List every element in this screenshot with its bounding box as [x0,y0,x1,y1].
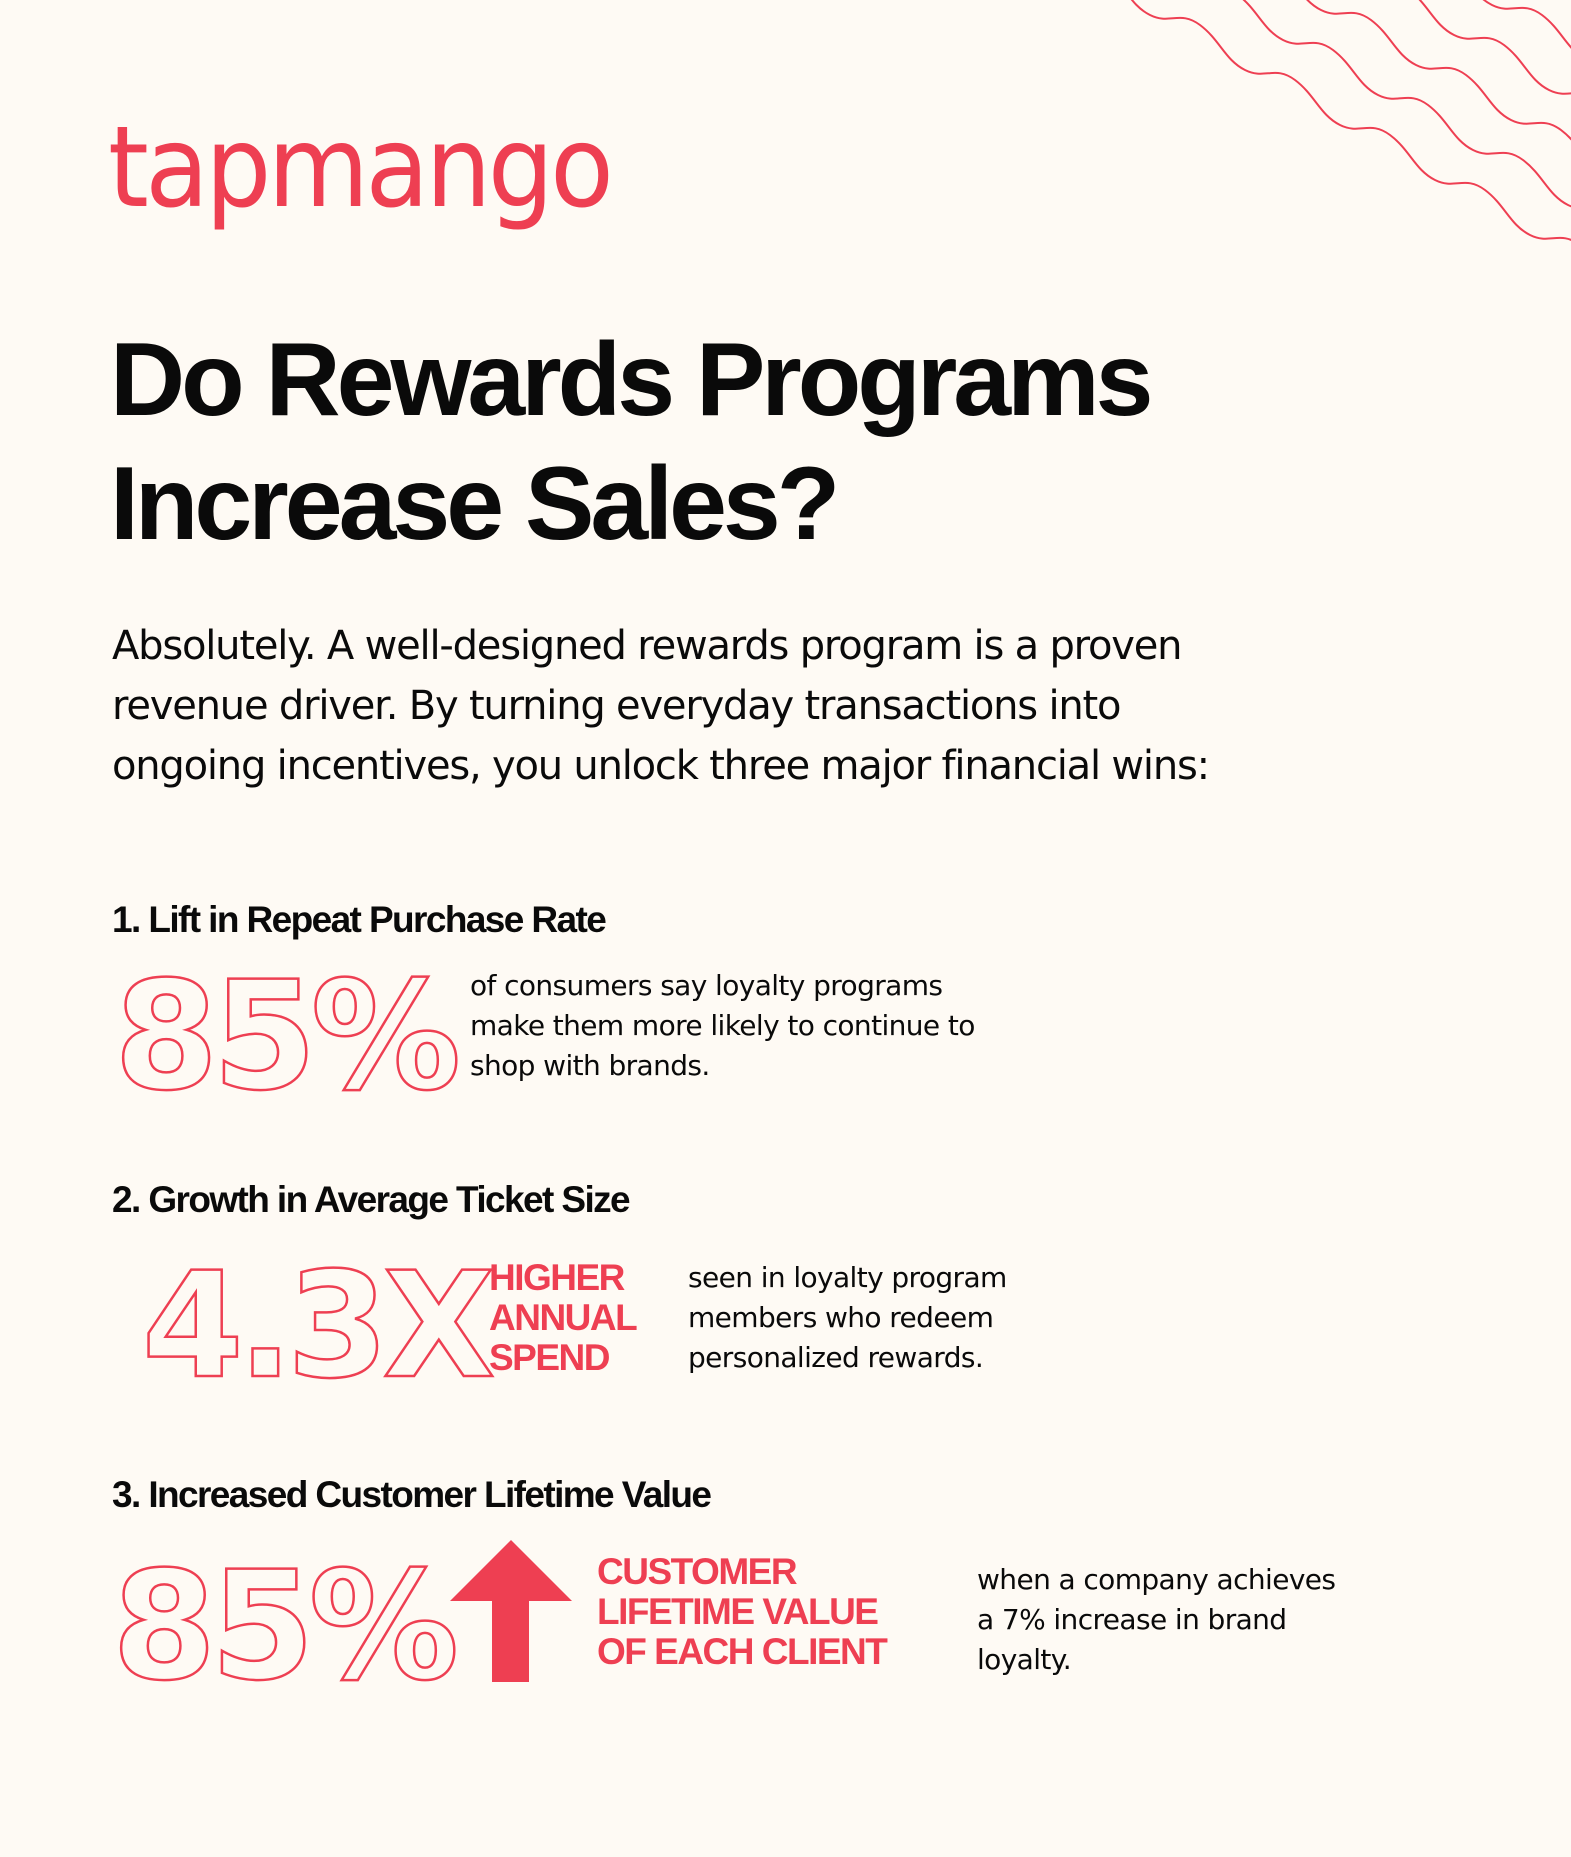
stat-label: HIGHER ANNUAL SPEND [489,1257,638,1378]
stat-description-line: personalized rewards. [688,1341,984,1374]
stat-label-line: LIFETIME VALUE [597,1591,879,1632]
stat-85-percent: 85% [113,950,463,1124]
intro-line-2: revenue driver. By turning everyday tran… [112,683,1121,729]
stat-label: CUSTOMER LIFETIME VALUE OF EACH CLIENT [597,1551,888,1672]
stat-description-line: when a company achieves [977,1563,1336,1596]
stat-description-line: make them more likely to continue to [470,1009,975,1042]
stat-description-line: of consumers say loyalty programs [470,969,943,1002]
stat-description-line: seen in loyalty program [688,1261,1007,1294]
stat-label-line: ANNUAL [489,1297,638,1338]
stat-label-line: SPEND [489,1337,610,1378]
page-title-line-1: Do Rewards Programs [110,322,1153,438]
stat-label-line: OF EACH CLIENT [597,1631,888,1672]
stat-description-line: a 7% increase in brand [977,1603,1287,1636]
page-title: Do Rewards Programs Increase Sales? [110,318,1410,566]
stat-label-line: CUSTOMER [597,1551,798,1592]
intro-paragraph: Absolutely. A well-designed rewards prog… [112,616,1432,796]
page-title-line-2: Increase Sales? [110,446,840,562]
arrow-up-icon [450,1540,572,1682]
section-heading: 3. Increased Customer Lifetime Value [112,1474,712,1515]
stat-description: when a company achieves a 7% increase in… [977,1560,1336,1680]
stat-description-line: loyalty. [977,1643,1072,1676]
section-heading: 2. Growth in Average Ticket Size [112,1179,631,1220]
stat-label-line: HIGHER [489,1257,625,1298]
stat-description: of consumers say loyalty programs make t… [470,966,975,1086]
stat-description-line: shop with brands. [470,1049,710,1082]
intro-line-3: ongoing incentives, you unlock three maj… [112,743,1210,789]
section-heading: 1. Lift in Repeat Purchase Rate [112,899,607,940]
stat-description-line: members who redeem [688,1301,994,1334]
stat-85-percent: 85% [111,1540,461,1714]
stat-4-3x: 4.3X [141,1241,497,1411]
intro-line-1: Absolutely. A well-designed rewards prog… [112,623,1183,669]
tapmango-logo: tapmango [108,103,614,233]
stat-description: seen in loyalty program members who rede… [688,1258,1007,1378]
